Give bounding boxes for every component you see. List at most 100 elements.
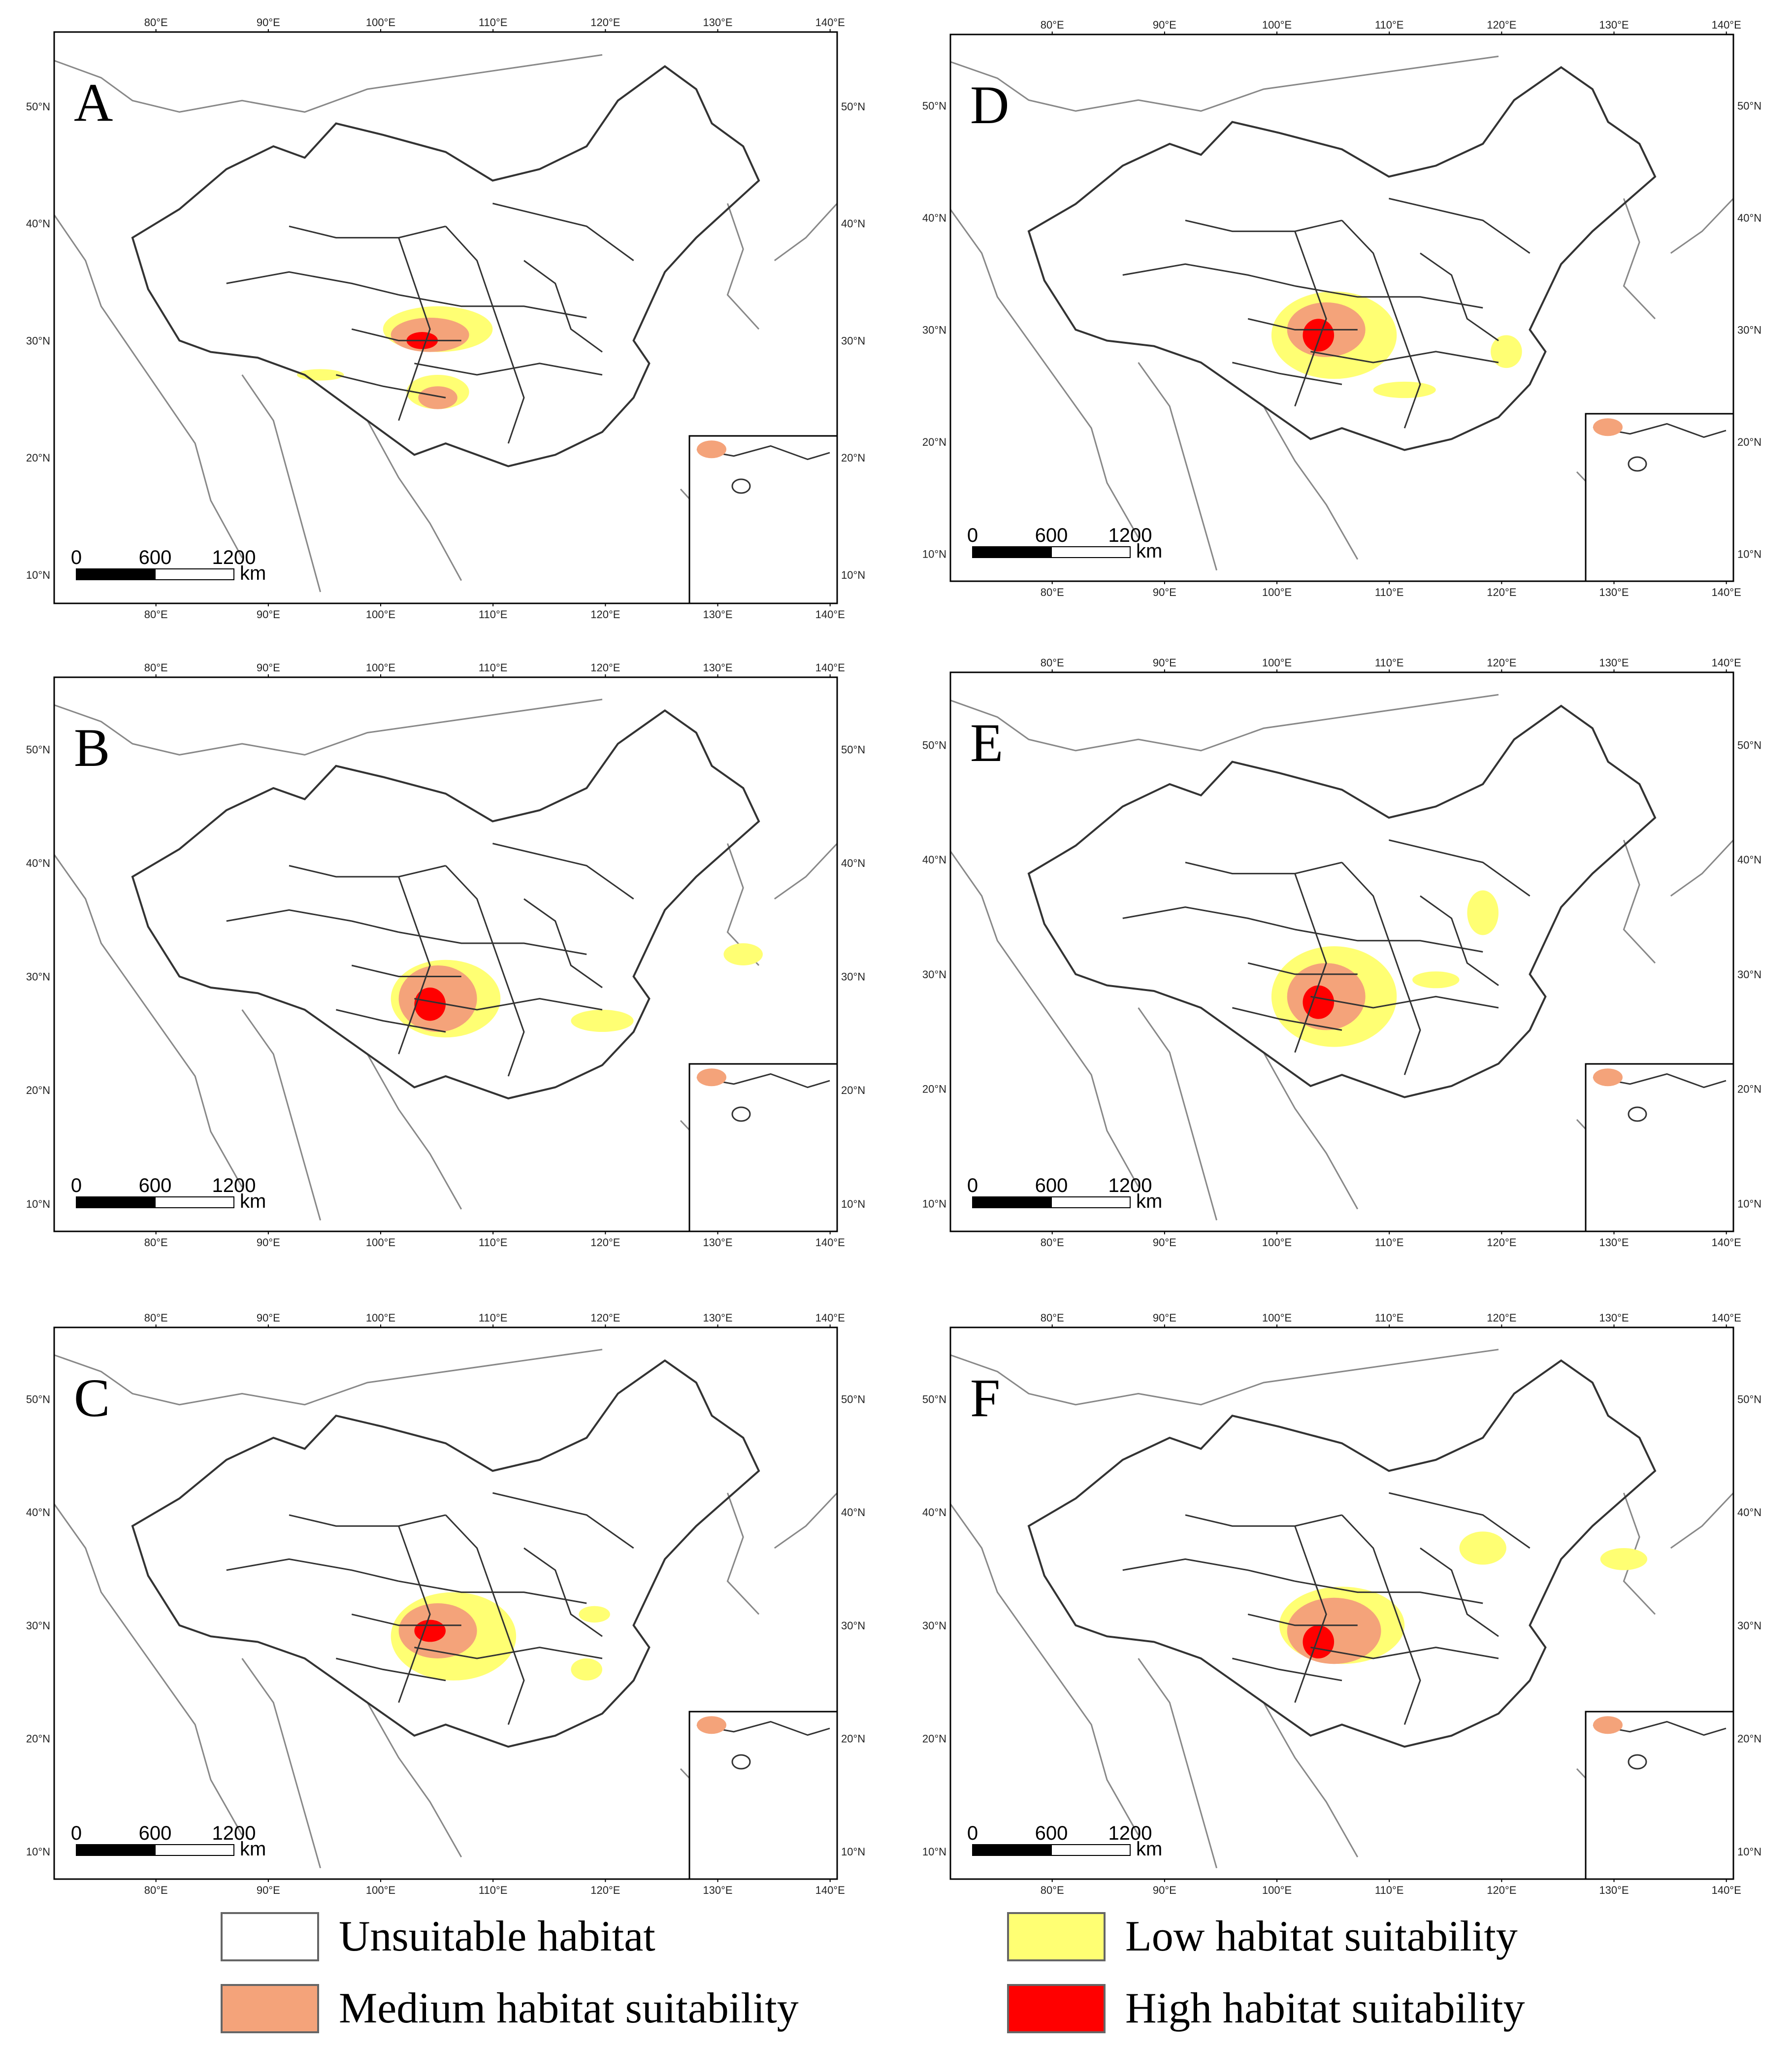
lon-tick-label: 130°E [1599,1236,1629,1249]
coastline [1623,840,1656,964]
lat-tick-label: 50°N [922,1393,946,1406]
map-canvas: 80°E 80°E 90°E 90°E 100°E 100°E 110°E 110°E 120°… [922,657,1761,1249]
scalebar-label: 600 [139,547,172,568]
province-border [1232,1657,1342,1682]
lat-tick-label: 30°N [26,334,50,347]
lon-tick-label: 100°E [366,1884,395,1896]
habitat-high [1303,985,1335,1019]
province-border [1420,1547,1499,1637]
scalebar-label: 0 [71,1822,82,1844]
lon-tick-label: 100°E [366,1312,395,1324]
lat-tick-label: 20°N [841,1084,865,1096]
coastline [949,1503,1139,1836]
inset-island [1628,456,1647,472]
scalebar-segment [76,1844,156,1856]
lon-tick-label: 130°E [1599,19,1629,31]
lat-tick-label: 10°N [922,1197,946,1210]
lon-tick-label: 120°E [590,1884,620,1896]
province-border [414,997,603,1011]
habitat-low [1373,381,1436,398]
province-border [1420,252,1499,341]
country-border [131,709,760,1100]
scalebar-segment [1051,546,1131,558]
legend-swatch-low [1007,1912,1106,1961]
province-border [1389,1492,1531,1549]
habitat-medium [1287,1597,1381,1664]
coastline [54,1349,603,1406]
province-border [1310,995,1499,1009]
coastline [241,1009,322,1221]
inset-frame [688,1711,838,1880]
map-panel-c: 80°E 80°E 90°E 90°E 100°E 100°E 110°E 110°E 120°… [26,1312,865,1896]
lat-tick-label: 50°N [1737,1393,1761,1406]
province-border [1122,906,1295,930]
scalebar-label: 1200 [212,1175,256,1196]
lat-tick-label: 20°N [841,452,865,464]
lon-tick-label: 120°E [590,16,620,29]
country-border [131,1359,760,1748]
lon-tick-label: 100°E [1262,586,1292,598]
panel-label: E [970,713,1003,773]
lon-tick-label: 90°E [257,1884,280,1896]
scalebar-label: 0 [71,547,82,568]
lon-tick-label: 120°E [1487,1236,1516,1249]
map-canvas: 80°E 80°E 90°E 90°E 100°E 100°E 110°E 110°E 120°… [922,19,1761,598]
coastline [53,1503,243,1836]
lon-tick-label: 120°E [590,1312,620,1324]
province-border [1294,231,1327,407]
lon-tick-label: 130°E [703,16,732,29]
lon-tick-label: 110°E [479,1884,508,1896]
inset-habitat [697,1716,726,1734]
panel-label: C [74,1368,110,1428]
coastline [1263,1052,1359,1210]
country-border [131,65,760,467]
lon-tick-label: 140°E [1712,657,1741,669]
coastline [950,694,1499,752]
province-border [1295,1580,1483,1604]
map-frame [949,1326,1734,1880]
lat-tick-label: 30°N [922,1620,946,1632]
lon-tick-label: 90°E [257,661,280,674]
scalebar-unit: km [240,1190,266,1212]
lon-tick-label: 140°E [1712,19,1741,31]
map-frame [949,33,1734,582]
lat-tick-label: 40°N [1737,212,1761,224]
lat-tick-label: 10°N [26,1198,50,1210]
panel-label: B [74,718,110,778]
province-border [398,237,431,421]
lon-tick-label: 90°E [1153,586,1176,598]
lon-tick-label: 120°E [1487,657,1516,669]
scalebar-segment [1051,1196,1131,1208]
scalebar-segment [155,1844,234,1856]
lat-tick-label: 30°N [1737,968,1761,981]
lon-tick-label: 140°E [815,1312,845,1324]
scalebar-label: 600 [1035,525,1068,546]
lon-tick-label: 140°E [1712,1312,1741,1324]
lat-tick-label: 20°N [1737,1732,1761,1745]
panel-label: A [74,72,113,132]
lon-tick-label: 100°E [366,16,395,29]
lon-tick-label: 80°E [144,1236,168,1249]
lat-tick-label: 40°N [1737,1506,1761,1519]
scalebar-segment [972,546,1052,558]
lon-tick-label: 110°E [479,661,508,674]
lat-tick-label: 40°N [922,212,946,224]
lat-tick-label: 10°N [26,1846,50,1858]
lat-tick-label: 50°N [1737,99,1761,112]
habitat-low [579,1606,610,1623]
lat-tick-label: 10°N [1737,1846,1761,1858]
legend-label-unsuitable: Unsuitable habitat [339,1913,655,1960]
scalebar-label: 0 [967,1175,978,1196]
lon-tick-label: 80°E [1041,1236,1064,1249]
province-border [1310,1647,1499,1659]
province-border [336,1657,446,1682]
lat-tick-label: 40°N [922,854,946,866]
province-border [1294,873,1327,1053]
lon-tick-label: 80°E [1041,586,1064,598]
coastline [241,1658,322,1869]
country-border [1027,66,1657,451]
inset-frame [1585,1711,1734,1880]
province-border [398,1525,431,1703]
province-border [1294,1525,1327,1703]
lat-tick-label: 10°N [841,1846,865,1858]
